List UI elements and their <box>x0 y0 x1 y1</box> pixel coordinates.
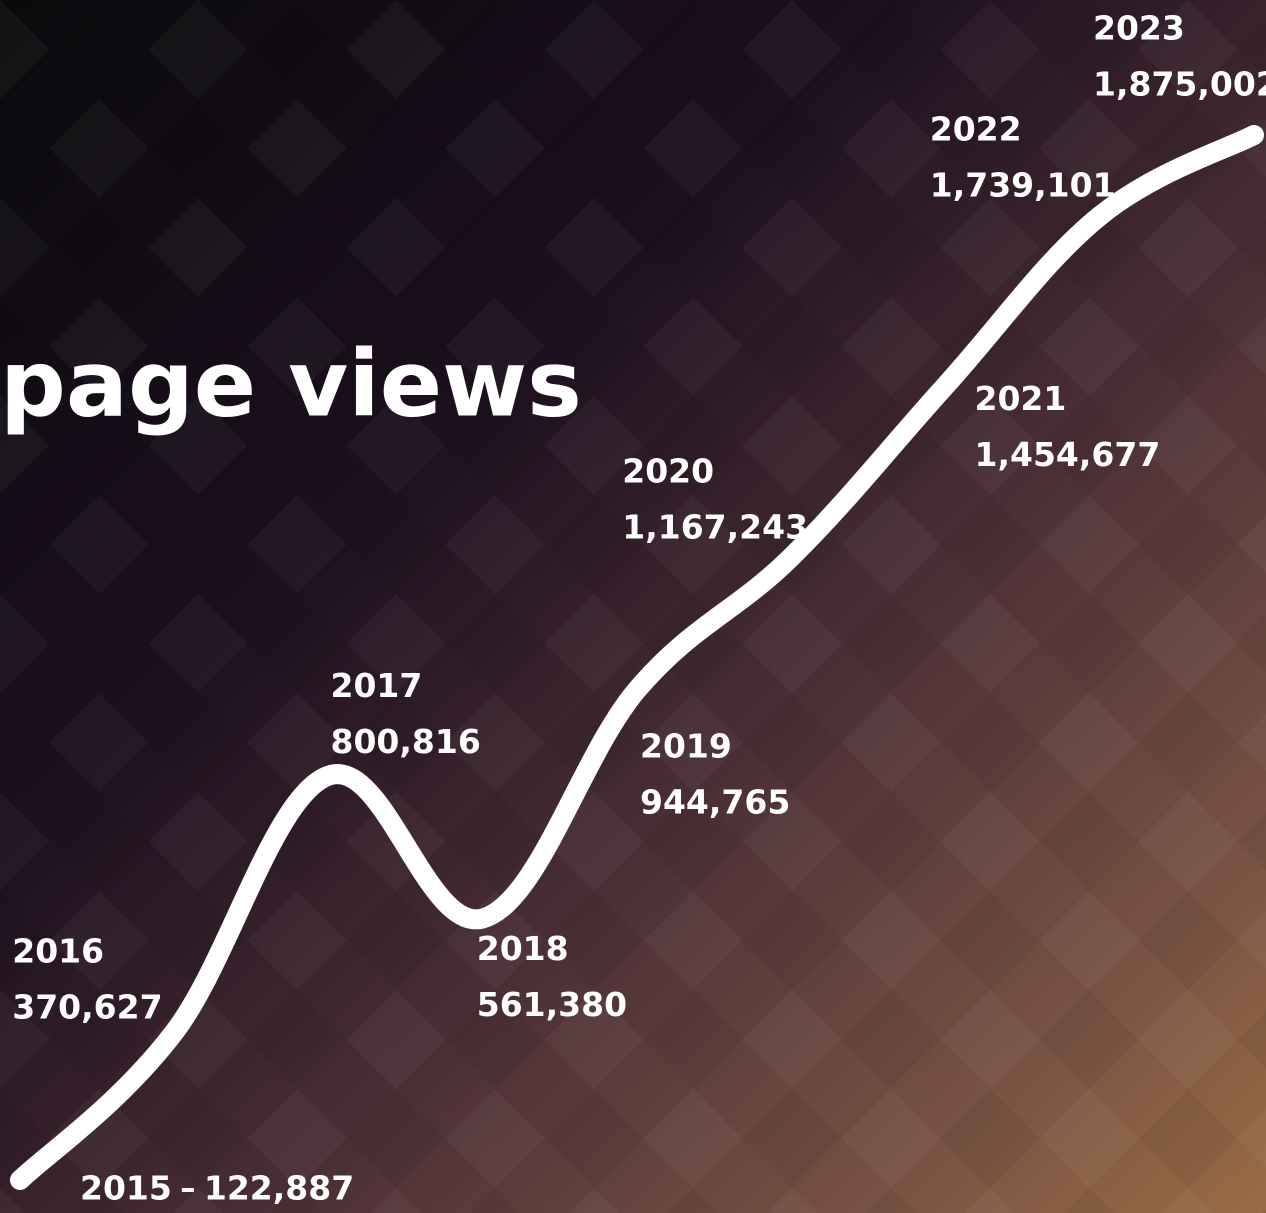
year-label: 2016 <box>12 932 104 971</box>
separator-dash <box>181 1188 194 1192</box>
year-label: 2017 <box>331 666 423 705</box>
year-label: 2022 <box>930 110 1022 149</box>
line <box>10 125 1264 1190</box>
chart-title: page views <box>0 330 582 437</box>
value-label: 944,765 <box>640 782 790 821</box>
value-label: 1,167,243 <box>622 508 808 547</box>
value-label: 1,454,677 <box>975 435 1161 474</box>
value-label: 370,627 <box>12 988 162 1027</box>
value-label: 1,739,101 <box>930 166 1116 205</box>
year-label: 2018 <box>477 929 569 968</box>
year-label: 2015 <box>80 1169 172 1208</box>
value-label: 1,875,002 <box>1093 65 1266 104</box>
value-label: 800,816 <box>331 722 481 761</box>
year-label: 2023 <box>1093 9 1185 48</box>
value-label: 561,380 <box>477 985 627 1024</box>
value-label: 122,887 <box>204 1169 354 1208</box>
year-label: 2019 <box>640 726 732 765</box>
year-label: 2020 <box>622 452 714 491</box>
year-label: 2021 <box>975 379 1067 418</box>
